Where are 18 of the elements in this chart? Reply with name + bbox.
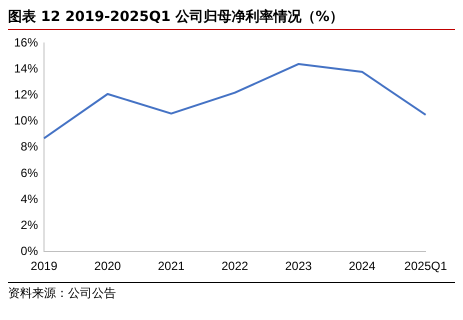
y-tick-label: 10% [14,114,38,128]
y-tick-label: 6% [20,166,38,180]
x-tick-label: 2020 [94,259,122,274]
y-tick-label: 4% [20,192,38,206]
x-tick-label: 2023 [285,259,312,274]
chart-title: 图表 12 2019-2025Q1 公司归母净利率情况（%） [8,8,455,30]
y-tick-label: 8% [20,140,38,154]
text: 资料来源：公司公告 [8,282,455,302]
x-tick-label: 2022 [221,259,249,274]
y-tick-label: 12% [14,88,38,102]
x-tick-label: 2021 [158,259,185,274]
y-tick-label: 0% [20,244,38,258]
x-tick-label: 2025Q1 [404,259,448,274]
y-tick-label: 2% [20,218,38,232]
y-tick-label: 14% [14,62,38,76]
y-tick-label: 16% [14,36,38,50]
x-tick-label: 2024 [348,259,376,274]
x-tick-label: 2019 [30,259,58,274]
